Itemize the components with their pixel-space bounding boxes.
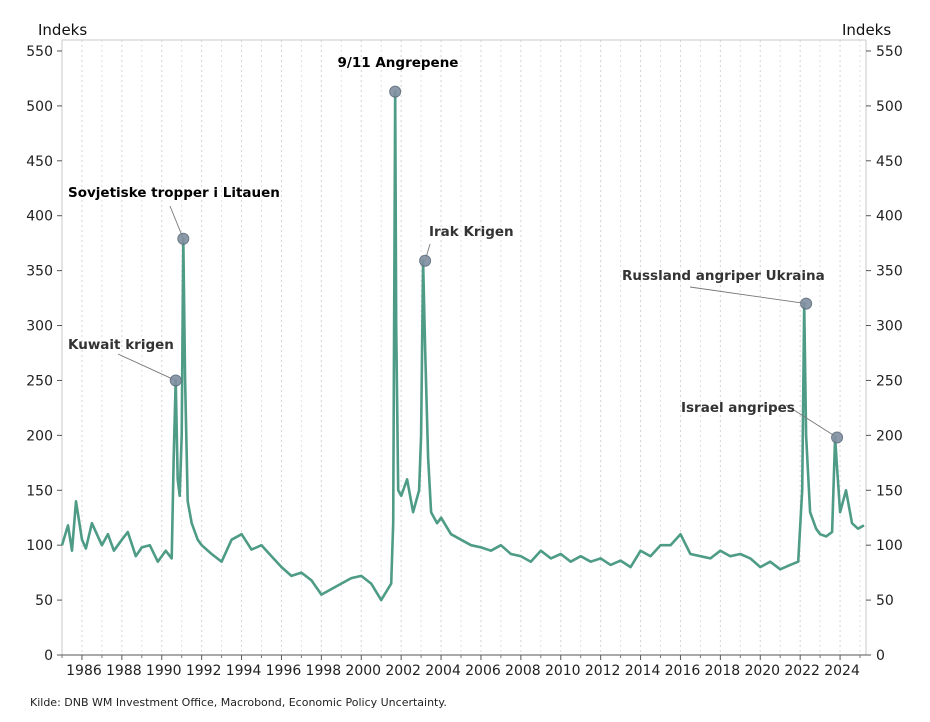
x-tick-label: 2018	[705, 663, 741, 679]
x-axis: 1986 1988 1990 1992 1994 1996 1998 2000 2002 2004…	[61, 655, 861, 679]
x-tick-label: 2004	[425, 663, 461, 679]
y-unit-left: Indeks	[38, 21, 87, 39]
y-tick-label-right: 450	[876, 154, 903, 170]
y-tick-label-right: 500	[876, 99, 903, 115]
y-tick-label-left: 400	[26, 209, 53, 225]
x-tick-label: 1992	[186, 663, 222, 679]
series-layer	[60, 90, 865, 602]
y-tick-label-left: 500	[26, 99, 53, 115]
x-tick-label: 2008	[505, 663, 541, 679]
annotation-marker	[831, 431, 844, 444]
y-tick-label-left: 0	[44, 648, 53, 664]
y-tick-label-left: 200	[26, 428, 53, 444]
y-tick-label-left: 300	[26, 319, 53, 335]
annotation-label: Russland angriper Ukraina	[622, 268, 825, 284]
y-axis-right: 0 50 100 150 200 250 300 350 400 450 500 550	[866, 44, 903, 664]
y-tick-label-right: 150	[876, 483, 903, 499]
x-tick-label: 2006	[465, 663, 501, 679]
y-tick-label-left: 450	[26, 154, 53, 170]
y-tick-label-right: 250	[876, 373, 903, 389]
y-tick-label-right: 50	[876, 593, 894, 609]
y-tick-label-left: 100	[26, 538, 53, 554]
annotation-marker	[800, 297, 813, 310]
y-tick-label-left: 550	[26, 44, 53, 60]
annotation-label: Sovjetiske tropper i Litauen	[68, 185, 280, 201]
x-tick-label: 2016	[665, 663, 701, 679]
x-tick-label: 1996	[266, 663, 302, 679]
x-tick-label: 2000	[345, 663, 381, 679]
annotation-label: Kuwait krigen	[68, 337, 174, 353]
annotation-marker	[169, 374, 182, 387]
x-tick-label: 2020	[744, 663, 780, 679]
x-tick-label: 2012	[585, 663, 621, 679]
y-tick-label-right: 200	[876, 428, 903, 444]
annotation-marker	[389, 85, 402, 98]
annotation-marker	[177, 232, 190, 245]
annotation-leader	[117, 353, 176, 381]
x-tick-label: 2014	[625, 663, 661, 679]
y-tick-label-right: 0	[876, 648, 885, 664]
annotation-leader	[689, 286, 807, 305]
y-tick-label-left: 150	[26, 483, 53, 499]
y-tick-label-right: 350	[876, 264, 903, 280]
annotations-layer: Kuwait krigen Sovjetiske tropper i Litaue…	[68, 55, 844, 444]
source-note: Kilde: DNB WM Investment Office, Macrobo…	[30, 696, 447, 709]
plot-frame	[61, 39, 867, 656]
y-tick-label-right: 100	[876, 538, 903, 554]
x-tick-label: 1990	[146, 663, 182, 679]
y-tick-label-right: 550	[876, 44, 903, 60]
x-tick-label: 2024	[824, 663, 860, 679]
y-axis-left: 0 50 100 150 200 250 300 350 400 450 500 550	[26, 44, 62, 664]
annotation-label: Israel angripes	[681, 400, 795, 416]
annotation-label: Irak Krigen	[429, 224, 514, 240]
x-tick-label: 2022	[784, 663, 820, 679]
x-tick-label: 2010	[545, 663, 581, 679]
y-unit-right: Indeks	[842, 21, 891, 39]
annotation-label: 9/11 Angrepene	[338, 55, 459, 71]
annotation-marker	[419, 254, 432, 267]
x-tick-label: 1998	[306, 663, 342, 679]
x-tick-label: 1986	[66, 663, 102, 679]
y-tick-label-left: 250	[26, 373, 53, 389]
y-tick-label-left: 50	[35, 593, 53, 609]
y-tick-label-left: 350	[26, 264, 53, 280]
series-line	[60, 90, 865, 602]
y-tick-label-right: 400	[876, 209, 903, 225]
x-tick-label: 1988	[106, 663, 142, 679]
annotation-leader	[785, 404, 838, 438]
x-tick-label: 1994	[226, 663, 262, 679]
y-tick-label-right: 300	[876, 319, 903, 335]
x-tick-label: 2002	[385, 663, 421, 679]
